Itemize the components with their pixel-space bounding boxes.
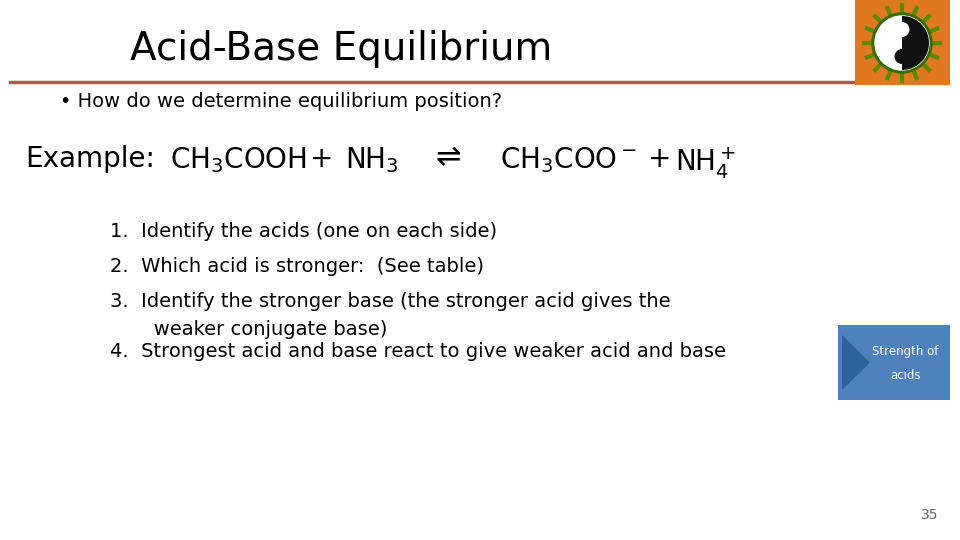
Circle shape — [896, 23, 909, 36]
Circle shape — [896, 50, 909, 63]
Text: NH$_3$: NH$_3$ — [345, 145, 398, 175]
Text: 2.  Which acid is stronger:  (See table): 2. Which acid is stronger: (See table) — [110, 257, 484, 276]
Text: NH$_4^+$: NH$_4^+$ — [675, 145, 736, 181]
Bar — [855, 0, 950, 85]
Text: 4.  Strongest acid and base react to give weaker acid and base: 4. Strongest acid and base react to give… — [110, 342, 726, 361]
Polygon shape — [902, 16, 929, 70]
Circle shape — [875, 16, 929, 70]
Text: • How do we determine equilibrium position?: • How do we determine equilibrium positi… — [60, 92, 502, 111]
Text: CH$_3$COOH: CH$_3$COOH — [170, 145, 307, 175]
Text: Example:: Example: — [25, 145, 155, 173]
Text: Strength of: Strength of — [872, 345, 938, 357]
Text: +: + — [648, 145, 671, 173]
Text: CH$_3$COO$^-$: CH$_3$COO$^-$ — [500, 145, 637, 175]
Circle shape — [872, 13, 932, 73]
Text: 1.  Identify the acids (one on each side): 1. Identify the acids (one on each side) — [110, 222, 497, 241]
Text: Acid-Base Equilibrium: Acid-Base Equilibrium — [130, 30, 552, 68]
Text: $\rightleftharpoons$: $\rightleftharpoons$ — [430, 143, 462, 172]
Polygon shape — [842, 335, 870, 390]
Text: 3.  Identify the stronger base (the stronger acid gives the
       weaker conjug: 3. Identify the stronger base (the stron… — [110, 292, 671, 339]
Text: acids: acids — [890, 369, 921, 382]
Bar — [838, 325, 950, 400]
Text: +: + — [310, 145, 333, 173]
Text: 35: 35 — [922, 508, 939, 522]
